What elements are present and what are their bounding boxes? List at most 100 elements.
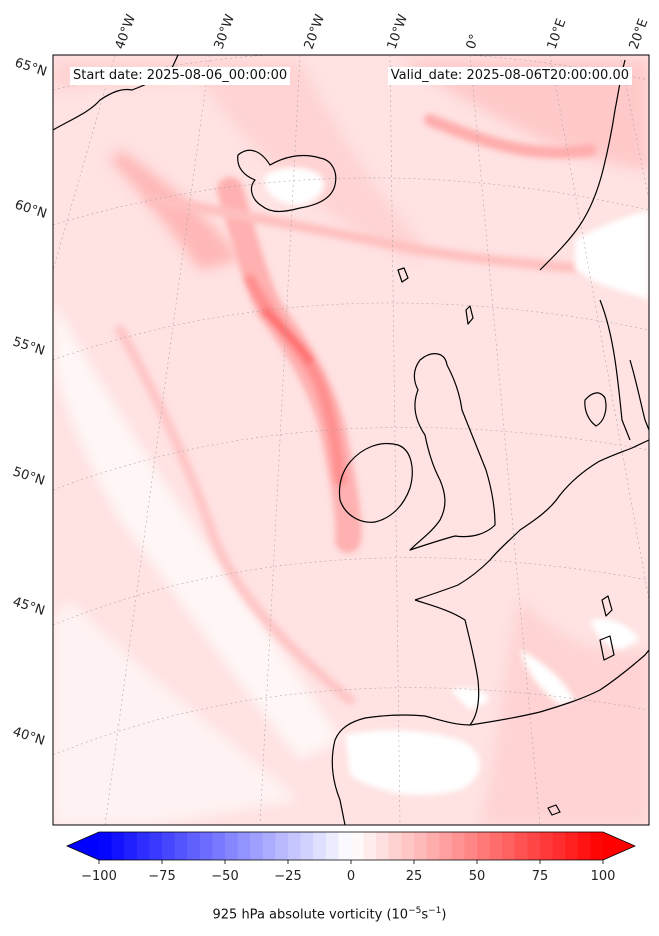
colorbar-segment bbox=[136, 832, 150, 860]
colorbar-segment bbox=[376, 832, 390, 860]
map-panel bbox=[53, 55, 649, 825]
lon-label-10e: 10°E bbox=[545, 17, 570, 52]
colorbar-label-unit: s bbox=[421, 907, 429, 923]
colorbar-label-end: ) bbox=[441, 907, 447, 923]
baltic-coast bbox=[629, 359, 649, 431]
colorbar-segment bbox=[237, 832, 251, 860]
lon-label-0: 0° bbox=[464, 32, 483, 51]
latitude-labels: 65°N 60°N 55°N 50°N 45°N 40°N bbox=[11, 56, 49, 749]
colorbar-tick-label: 50 bbox=[469, 869, 486, 884]
ireland-coast bbox=[338, 442, 413, 523]
lon-label-10w: 10°W bbox=[385, 12, 411, 51]
colorbar-segment bbox=[565, 832, 579, 860]
colorbar-segment bbox=[99, 832, 113, 860]
colorbar-tick-label: −75 bbox=[148, 869, 175, 884]
corsica-coast bbox=[601, 595, 613, 617]
colorbar-extend-min bbox=[67, 832, 99, 860]
colorbar-segment bbox=[502, 832, 516, 860]
europe-coast bbox=[414, 439, 649, 601]
lon-label-40w: 40°W bbox=[113, 12, 139, 51]
colorbar-segment bbox=[275, 832, 289, 860]
lat-label-45n: 45°N bbox=[11, 595, 47, 619]
lat-label-40n: 40°N bbox=[11, 725, 47, 749]
colorbar-segment bbox=[174, 832, 188, 860]
lat-label-60n: 60°N bbox=[13, 198, 49, 222]
colorbar-segment bbox=[212, 832, 226, 860]
colorbar-segment bbox=[313, 832, 327, 860]
colorbar-segment bbox=[325, 832, 339, 860]
lat-label-65n: 65°N bbox=[13, 56, 49, 80]
colorbar-extend-max bbox=[603, 832, 635, 860]
colorbar-segment bbox=[300, 832, 314, 860]
sweden-coast bbox=[599, 299, 631, 441]
colorbar-segment bbox=[552, 832, 566, 860]
colorbar-label: 925 hPa absolute vorticity (10−5s−1) bbox=[0, 906, 659, 922]
colorbar-segment bbox=[149, 832, 163, 860]
colorbar: −100 −75 −50 −25 0 25 50 75 100 bbox=[66, 831, 636, 884]
lon-label-30w: 30°W bbox=[212, 12, 238, 51]
colorbar-segment bbox=[577, 832, 591, 860]
colorbar-label-text: 925 hPa absolute vorticity (10 bbox=[212, 907, 409, 923]
biscay-iberia-coast bbox=[331, 599, 480, 825]
colorbar-segment bbox=[414, 832, 428, 860]
colorbar-segment bbox=[464, 832, 478, 860]
balearic-islands bbox=[547, 804, 561, 816]
colorbar-segment bbox=[514, 832, 528, 860]
colorbar-segment bbox=[162, 832, 176, 860]
colorbar-segment bbox=[199, 832, 213, 860]
colorbar-label-exp1: −5 bbox=[408, 906, 422, 916]
colorbar-segment bbox=[338, 832, 352, 860]
mediterranean-coast bbox=[469, 649, 649, 726]
valid-date-label: Valid_date: 2025-08-06T20:00:00.00 bbox=[387, 67, 632, 85]
colorbar-segment bbox=[451, 832, 465, 860]
colorbar-segment bbox=[477, 832, 491, 860]
longitude-labels: 40°W 30°W 20°W 10°W 0° 10°E 20°E bbox=[113, 12, 652, 51]
colorbar-label-exp2: −1 bbox=[428, 906, 442, 916]
colorbar-tick-label: 75 bbox=[532, 869, 549, 884]
colorbar-segment bbox=[401, 832, 415, 860]
colorbar-segment bbox=[439, 832, 453, 860]
start-date-label: Start date: 2025-08-06_00:00:00 bbox=[70, 67, 291, 85]
colorbar-segment bbox=[225, 832, 239, 860]
colorbar-segment bbox=[540, 832, 554, 860]
colorbar-segment bbox=[262, 832, 276, 860]
colorbar-tick-label: −25 bbox=[274, 869, 301, 884]
colorbar-tick-label: 25 bbox=[406, 869, 423, 884]
colorbar-segment bbox=[388, 832, 402, 860]
colorbar-segment bbox=[124, 832, 138, 860]
colorbar-segments bbox=[99, 832, 604, 860]
colorbar-tick-label: −50 bbox=[211, 869, 238, 884]
low-vorticity-areas bbox=[264, 167, 649, 795]
colorbar-tick-label: 100 bbox=[591, 869, 616, 884]
great-britain-coast bbox=[409, 353, 496, 551]
sardinia-coast bbox=[599, 635, 615, 661]
colorbar-segment bbox=[489, 832, 503, 860]
vorticity-field bbox=[53, 60, 649, 825]
colorbar-segment bbox=[590, 832, 604, 860]
colorbar-segment bbox=[527, 832, 541, 860]
colorbar-tick-label: 0 bbox=[347, 869, 355, 884]
colorbar-segment bbox=[187, 832, 201, 860]
map-frame bbox=[52, 54, 650, 826]
lon-label-20w: 20°W bbox=[302, 12, 328, 51]
colorbar-segment bbox=[426, 832, 440, 860]
colorbar-segment bbox=[351, 832, 365, 860]
colorbar-segment bbox=[111, 832, 125, 860]
graticule bbox=[53, 55, 649, 825]
lat-label-50n: 50°N bbox=[11, 465, 47, 489]
faroe-islands bbox=[397, 267, 409, 283]
colorbar-segment bbox=[363, 832, 377, 860]
shetland-islands bbox=[465, 305, 474, 325]
norway-coast bbox=[539, 59, 626, 271]
colorbar-segment bbox=[288, 832, 302, 860]
iceland-coast bbox=[237, 149, 337, 213]
colorbar-ticks: −100 −75 −50 −25 0 25 50 75 100 bbox=[81, 860, 615, 884]
denmark-coast bbox=[584, 392, 607, 427]
colorbar-segment bbox=[250, 832, 264, 860]
lon-label-20e: 20°E bbox=[627, 17, 652, 52]
vorticity-front bbox=[115, 114, 605, 705]
coastlines bbox=[53, 55, 649, 825]
lat-label-55n: 55°N bbox=[11, 335, 47, 359]
colorbar-tick-label: −100 bbox=[81, 869, 117, 884]
